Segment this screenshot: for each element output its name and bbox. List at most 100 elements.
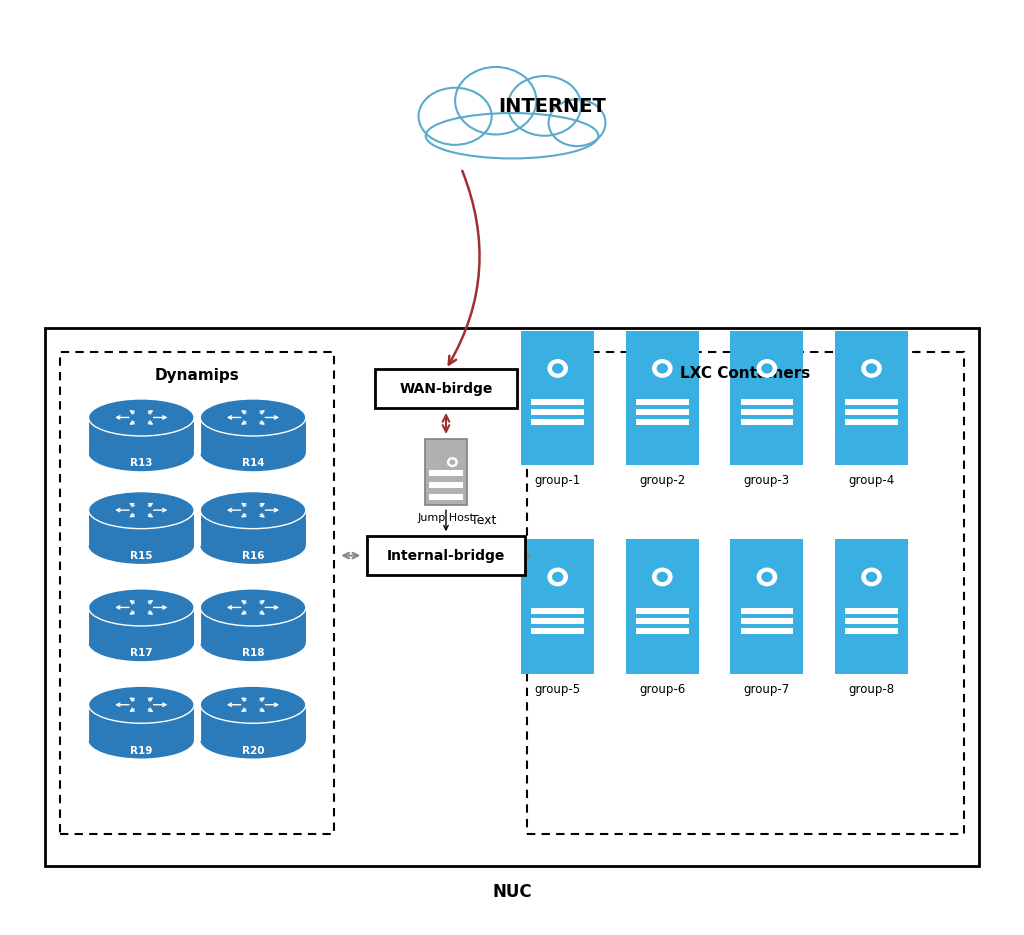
FancyBboxPatch shape <box>845 410 898 415</box>
FancyBboxPatch shape <box>531 419 584 425</box>
Ellipse shape <box>88 686 195 724</box>
Text: LXC Containers: LXC Containers <box>681 366 811 381</box>
Circle shape <box>866 572 878 583</box>
FancyBboxPatch shape <box>845 399 898 405</box>
Ellipse shape <box>508 76 581 136</box>
FancyBboxPatch shape <box>740 399 794 405</box>
Circle shape <box>861 568 882 586</box>
Circle shape <box>552 364 563 374</box>
FancyBboxPatch shape <box>740 419 794 425</box>
FancyBboxPatch shape <box>368 536 524 575</box>
FancyBboxPatch shape <box>200 705 306 740</box>
Ellipse shape <box>200 492 306 528</box>
Text: group-2: group-2 <box>639 474 685 487</box>
FancyBboxPatch shape <box>740 410 794 415</box>
Circle shape <box>652 359 673 378</box>
Circle shape <box>450 459 456 465</box>
Circle shape <box>652 568 673 586</box>
Circle shape <box>656 364 668 374</box>
Ellipse shape <box>200 589 306 626</box>
FancyBboxPatch shape <box>200 417 306 453</box>
Ellipse shape <box>200 686 306 724</box>
FancyBboxPatch shape <box>835 331 908 466</box>
FancyBboxPatch shape <box>740 608 794 613</box>
FancyBboxPatch shape <box>88 608 195 642</box>
Circle shape <box>757 359 777 378</box>
Circle shape <box>761 572 772 583</box>
FancyBboxPatch shape <box>375 369 517 409</box>
FancyBboxPatch shape <box>636 410 689 415</box>
Circle shape <box>548 359 568 378</box>
Text: R18: R18 <box>242 648 264 658</box>
Circle shape <box>656 572 668 583</box>
FancyBboxPatch shape <box>531 618 584 624</box>
Text: group-5: group-5 <box>535 683 581 696</box>
FancyBboxPatch shape <box>835 539 908 674</box>
Text: group-7: group-7 <box>743 683 791 696</box>
Ellipse shape <box>88 434 195 471</box>
Circle shape <box>861 359 882 378</box>
FancyBboxPatch shape <box>429 470 463 476</box>
Ellipse shape <box>200 624 306 661</box>
FancyBboxPatch shape <box>200 511 306 545</box>
Ellipse shape <box>88 399 195 436</box>
FancyBboxPatch shape <box>636 608 689 613</box>
Ellipse shape <box>200 399 306 436</box>
Ellipse shape <box>200 526 306 564</box>
Ellipse shape <box>426 113 598 158</box>
Text: INTERNET: INTERNET <box>499 96 606 116</box>
FancyBboxPatch shape <box>88 511 195 545</box>
FancyBboxPatch shape <box>531 399 584 405</box>
Ellipse shape <box>88 722 195 758</box>
Circle shape <box>757 568 777 586</box>
FancyBboxPatch shape <box>636 419 689 425</box>
Text: Dynamips: Dynamips <box>155 368 240 383</box>
FancyBboxPatch shape <box>845 618 898 624</box>
FancyBboxPatch shape <box>88 705 195 740</box>
Text: Text: Text <box>471 514 497 527</box>
FancyBboxPatch shape <box>740 618 794 624</box>
FancyBboxPatch shape <box>626 331 699 466</box>
Text: group-8: group-8 <box>849 683 895 696</box>
FancyBboxPatch shape <box>845 608 898 613</box>
FancyBboxPatch shape <box>45 328 979 866</box>
Ellipse shape <box>200 434 306 471</box>
FancyBboxPatch shape <box>200 608 306 642</box>
FancyBboxPatch shape <box>60 352 334 833</box>
FancyBboxPatch shape <box>521 331 594 466</box>
FancyBboxPatch shape <box>527 352 964 833</box>
Text: R20: R20 <box>242 745 264 755</box>
FancyBboxPatch shape <box>730 539 804 674</box>
FancyBboxPatch shape <box>845 627 898 634</box>
FancyBboxPatch shape <box>636 618 689 624</box>
Ellipse shape <box>200 722 306 758</box>
FancyBboxPatch shape <box>531 627 584 634</box>
FancyBboxPatch shape <box>636 627 689 634</box>
Text: group-4: group-4 <box>849 474 895 487</box>
Circle shape <box>548 568 568 586</box>
Circle shape <box>446 457 458 468</box>
Text: Jump Host: Jump Host <box>418 513 474 523</box>
Ellipse shape <box>419 88 492 145</box>
FancyBboxPatch shape <box>531 608 584 613</box>
Ellipse shape <box>549 99 605 146</box>
Text: group-6: group-6 <box>639 683 685 696</box>
FancyBboxPatch shape <box>429 482 463 488</box>
Ellipse shape <box>88 589 195 626</box>
Ellipse shape <box>88 624 195 661</box>
Text: group-1: group-1 <box>535 474 581 487</box>
Ellipse shape <box>455 67 537 135</box>
FancyBboxPatch shape <box>88 417 195 453</box>
Circle shape <box>761 364 772 374</box>
Text: WAN-birdge: WAN-birdge <box>399 381 493 396</box>
Ellipse shape <box>88 492 195 528</box>
Circle shape <box>866 364 878 374</box>
FancyBboxPatch shape <box>740 627 794 634</box>
Text: R16: R16 <box>242 551 264 561</box>
FancyBboxPatch shape <box>429 495 463 500</box>
Text: R15: R15 <box>130 551 153 561</box>
Text: group-3: group-3 <box>743 474 790 487</box>
FancyBboxPatch shape <box>845 419 898 425</box>
Text: NUC: NUC <box>493 883 531 900</box>
FancyBboxPatch shape <box>521 539 594 674</box>
